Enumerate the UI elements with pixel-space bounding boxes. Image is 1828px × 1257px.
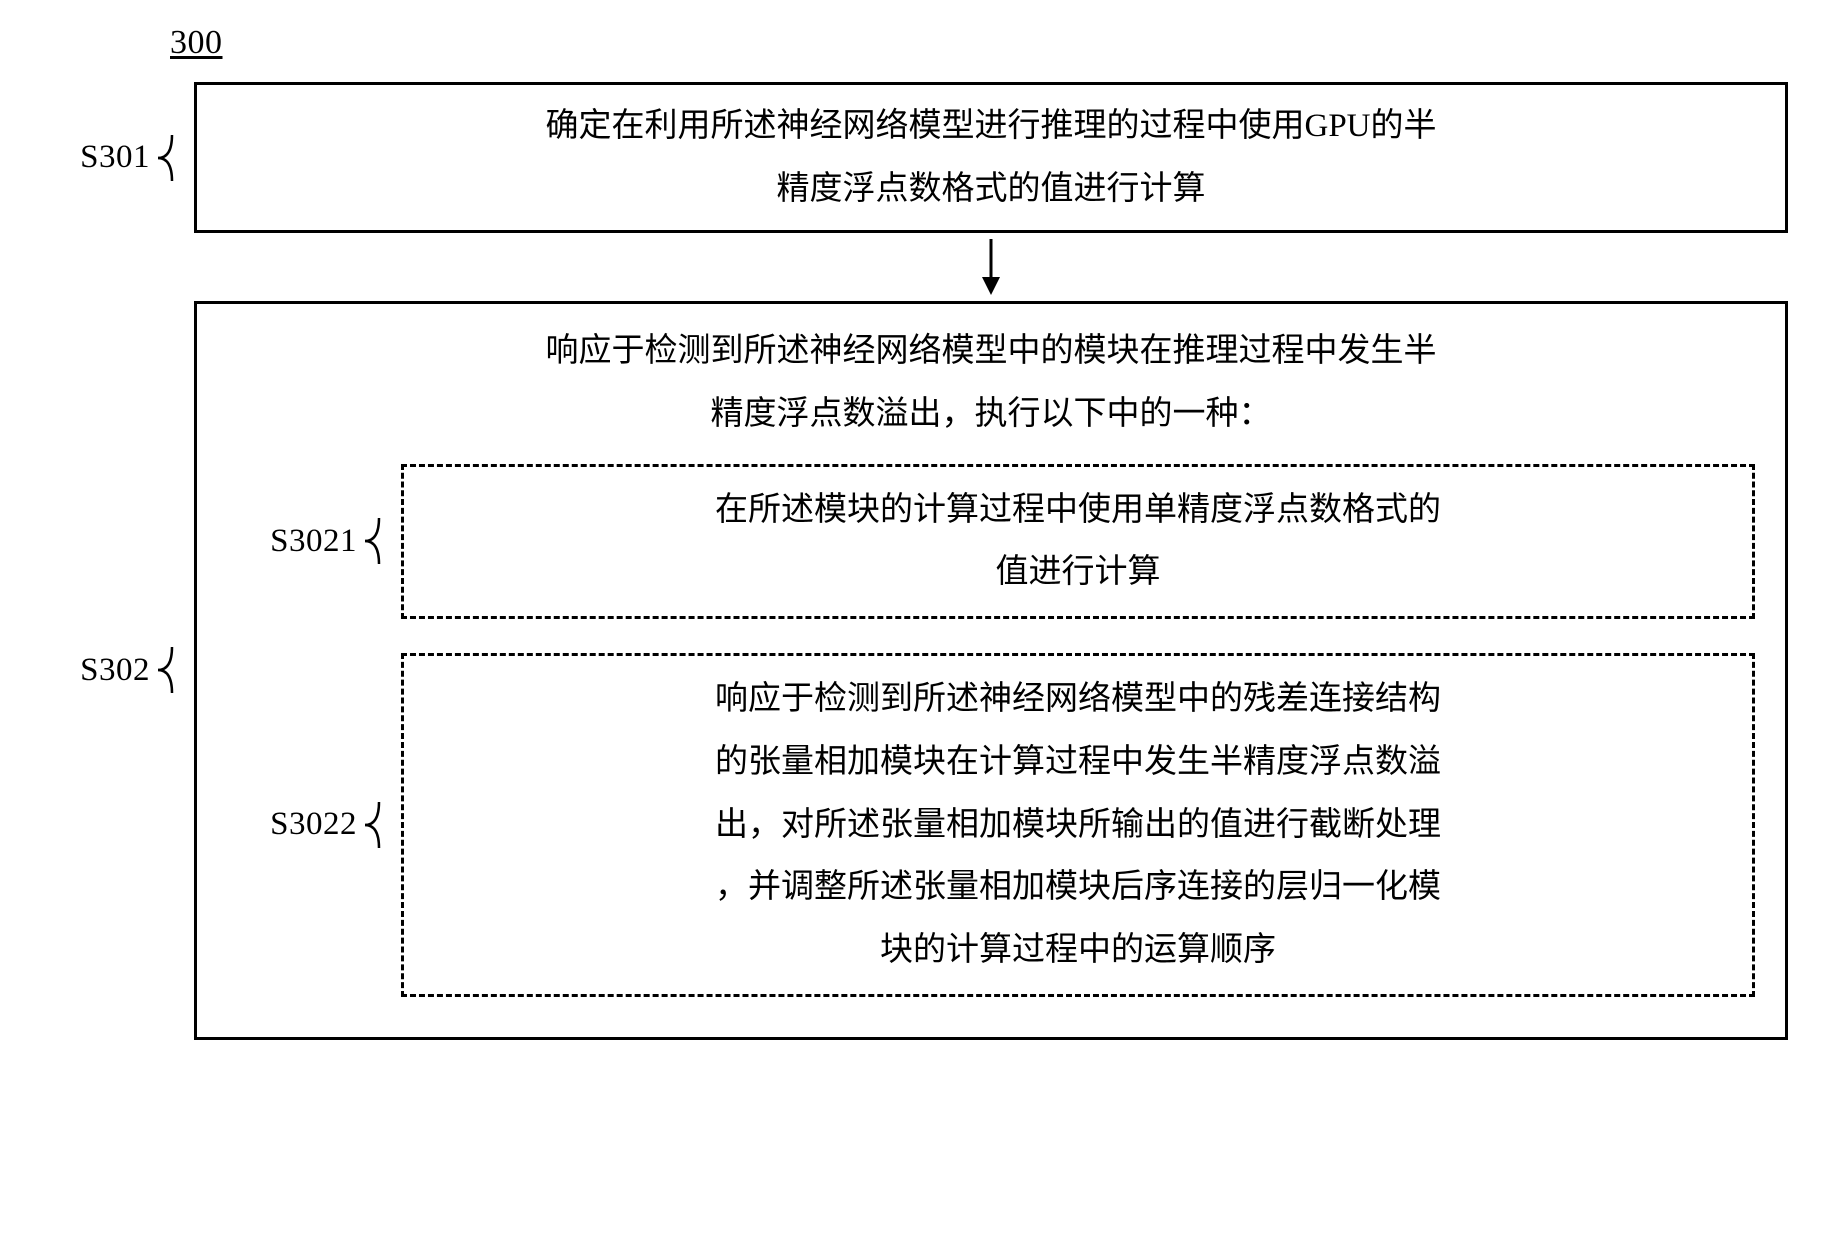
sub2-text-line1: 响应于检测到所述神经网络模型中的残差连接结构 [424, 668, 1732, 731]
step2-outer-box: 响应于检测到所述神经网络模型中的模块在推理过程中发生半 精度浮点数溢出，执行以下… [194, 301, 1788, 1039]
flowchart-root: 300 S301 确定在利用所述神经网络模型进行推理的过程中使用GPU的半 精度… [40, 24, 1788, 1040]
sub2-text-line5: 块的计算过程中的运算顺序 [424, 919, 1732, 982]
connector-icon [365, 802, 393, 848]
arrow-down-icon [980, 239, 1002, 295]
sub1-text-line1: 在所述模块的计算过程中使用单精度浮点数格式的 [424, 479, 1732, 542]
step1-text-line2: 精度浮点数格式的值进行计算 [215, 158, 1767, 221]
step1-label-col: S301 [40, 139, 150, 176]
connector-icon [158, 647, 186, 693]
step2-box-col: 响应于检测到所述神经网络模型中的模块在推理过程中发生半 精度浮点数溢出，执行以下… [194, 301, 1788, 1039]
sub2-text-line2: 的张量相加模块在计算过程中发生半精度浮点数溢 [424, 731, 1732, 794]
connector-icon [158, 135, 186, 181]
sub2-text-line3: 出，对所述张量相加模块所输出的值进行截断处理 [424, 794, 1732, 857]
sub2-label: S3022 [270, 806, 357, 843]
sub1-box-col: 在所述模块的计算过程中使用单精度浮点数格式的 值进行计算 [401, 464, 1755, 619]
connector-icon [365, 518, 393, 564]
arrow-row [40, 233, 1788, 301]
sub2-box: 响应于检测到所述神经网络模型中的残差连接结构 的张量相加模块在计算过程中发生半精… [401, 653, 1755, 996]
arrow-cell [194, 233, 1788, 301]
step2-title: 响应于检测到所述神经网络模型中的模块在推理过程中发生半 精度浮点数溢出，执行以下… [227, 320, 1755, 445]
step2-title-line2: 精度浮点数溢出，执行以下中的一种： [227, 383, 1755, 446]
sub1-box: 在所述模块的计算过程中使用单精度浮点数格式的 值进行计算 [401, 464, 1755, 619]
sub1-row: S3021 在所述模块的计算过程中使用单精度浮点数格式的 值进行计算 [227, 464, 1755, 619]
figure-number: 300 [170, 24, 1788, 62]
step2-title-line1: 响应于检测到所述神经网络模型中的模块在推理过程中发生半 [227, 320, 1755, 383]
step1-row: S301 确定在利用所述神经网络模型进行推理的过程中使用GPU的半 精度浮点数格… [40, 82, 1788, 233]
step1-text-line1: 确定在利用所述神经网络模型进行推理的过程中使用GPU的半 [215, 95, 1767, 158]
step1-label: S301 [80, 139, 150, 176]
step1-box-col: 确定在利用所述神经网络模型进行推理的过程中使用GPU的半 精度浮点数格式的值进行… [194, 82, 1788, 233]
sub1-label-col: S3021 [227, 523, 357, 560]
sub2-text-line4: ，并调整所述张量相加模块后序连接的层归一化模 [424, 856, 1732, 919]
step2-label: S302 [80, 652, 150, 689]
sub2-row: S3022 响应于检测到所述神经网络模型中的残差连接结构 的张量相加模块在计算过… [227, 653, 1755, 996]
sub1-label: S3021 [270, 523, 357, 560]
step2-row: S302 响应于检测到所述神经网络模型中的模块在推理过程中发生半 精度浮点数溢出… [40, 301, 1788, 1039]
step2-label-col: S302 [40, 652, 150, 689]
sub2-label-col: S3022 [227, 806, 357, 843]
step1-box: 确定在利用所述神经网络模型进行推理的过程中使用GPU的半 精度浮点数格式的值进行… [194, 82, 1788, 233]
sub1-text-line2: 值进行计算 [424, 541, 1732, 604]
sub2-box-col: 响应于检测到所述神经网络模型中的残差连接结构 的张量相加模块在计算过程中发生半精… [401, 653, 1755, 996]
